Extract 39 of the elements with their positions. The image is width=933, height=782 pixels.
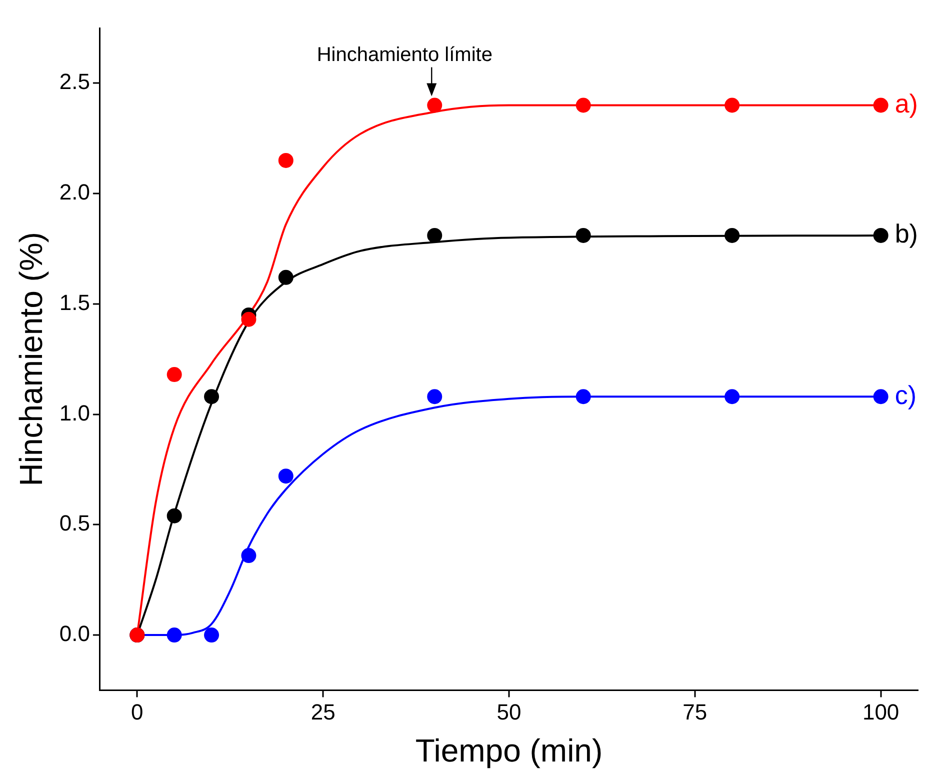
y-tick-label: 0.5: [59, 510, 90, 536]
point: [724, 228, 740, 243]
series-label: c): [894, 380, 916, 410]
x-tick-label: 50: [496, 699, 522, 724]
x-tick-label: 75: [682, 699, 708, 724]
point: [278, 270, 294, 285]
point: [204, 389, 220, 404]
series-label: b): [894, 218, 918, 249]
point: [204, 628, 220, 643]
point: [166, 508, 182, 524]
y-axis-title: Hinchamiento (%): [13, 232, 50, 486]
y-tick-label: 1.5: [59, 290, 90, 315]
point: [427, 228, 442, 243]
point: [576, 228, 591, 243]
point: [724, 389, 740, 404]
y-tick-label: 0.0: [59, 621, 90, 646]
y-tick-label: 2.0: [59, 180, 90, 205]
point: [278, 152, 294, 168]
point: [427, 98, 442, 113]
point: [576, 98, 591, 113]
point: [724, 98, 740, 113]
x-tick-label: 25: [310, 699, 336, 724]
point: [166, 628, 182, 643]
x-axis-title: Tiempo (min): [415, 732, 603, 769]
point: [873, 98, 888, 113]
y-tick-label: 1.0: [59, 400, 90, 426]
point: [576, 389, 591, 404]
x-tick-label: 100: [862, 699, 900, 724]
y-tick-label: 2.5: [59, 69, 90, 94]
point: [241, 312, 256, 327]
annotation: Hinchamiento límite: [316, 44, 492, 66]
point: [873, 228, 888, 243]
point: [873, 389, 888, 404]
point: [427, 389, 442, 404]
x-tick-label: 0: [131, 699, 144, 724]
point: [166, 367, 182, 382]
point: [241, 548, 256, 564]
series-label: a): [894, 88, 918, 118]
point: [278, 468, 294, 484]
